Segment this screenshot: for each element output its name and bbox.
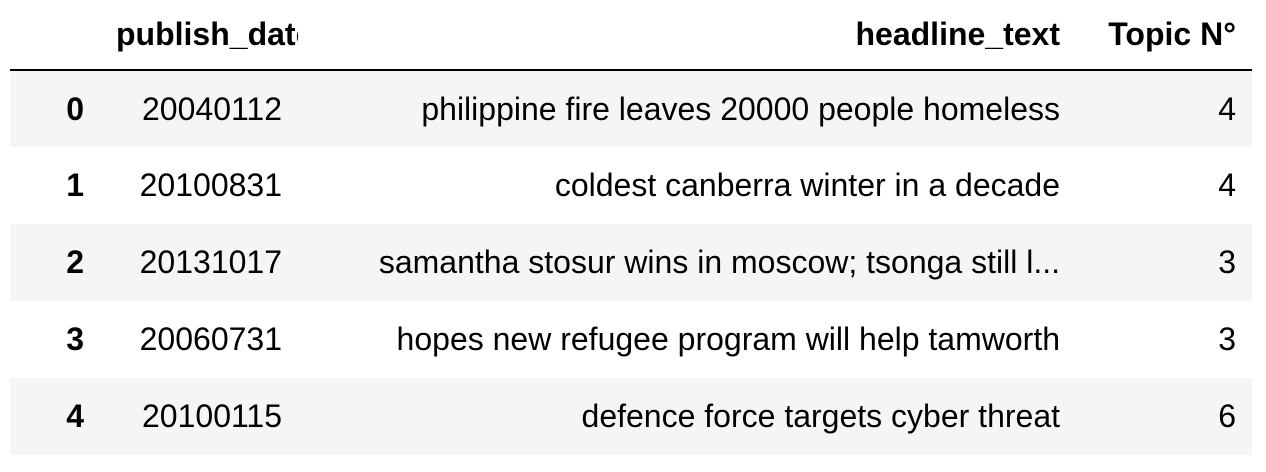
cell-publish-date: 20060731 bbox=[139, 321, 282, 357]
cell-publish-date: 20100115 bbox=[142, 398, 282, 434]
column-header-headline-text: headline_text bbox=[298, 0, 1076, 71]
cell-publish-date: 20100831 bbox=[139, 167, 282, 203]
row-index: 0 bbox=[66, 90, 84, 127]
table-body: 0 20040112 philippine fire leaves 20000 … bbox=[10, 70, 1252, 455]
table-row: 3 20060731 hopes new refugee program wil… bbox=[10, 301, 1252, 378]
table-row: 0 20040112 philippine fire leaves 20000 … bbox=[10, 70, 1252, 147]
dataframe-output: publish_date headline_text Topic N° 0 20… bbox=[10, 0, 1252, 455]
cell-topic: 3 bbox=[1218, 321, 1236, 357]
row-index: 2 bbox=[66, 244, 84, 280]
dataframe-table: publish_date headline_text Topic N° 0 20… bbox=[10, 0, 1252, 455]
row-index: 3 bbox=[66, 321, 84, 357]
header-row: publish_date headline_text Topic N° bbox=[10, 0, 1252, 71]
cell-headline-text: coldest canberra winter in a decade bbox=[554, 167, 1060, 203]
cell-headline-text: philippine fire leaves 20000 people home… bbox=[421, 90, 1060, 127]
table-header: publish_date headline_text Topic N° bbox=[10, 0, 1252, 71]
index-header bbox=[10, 0, 100, 71]
cell-topic: 6 bbox=[1218, 398, 1236, 434]
column-header-publish-date: publish_date bbox=[100, 0, 298, 71]
row-index: 1 bbox=[66, 167, 84, 203]
cell-headline-text: samantha stosur wins in moscow; tsonga s… bbox=[378, 244, 1060, 280]
cell-topic: 4 bbox=[1218, 167, 1236, 203]
table-row: 2 20131017 samantha stosur wins in mosco… bbox=[10, 224, 1252, 301]
cell-headline-text: defence force targets cyber threat bbox=[581, 398, 1060, 434]
cell-headline-text: hopes new refugee program will help tamw… bbox=[396, 321, 1060, 357]
cell-publish-date: 20131017 bbox=[139, 244, 282, 280]
row-index: 4 bbox=[66, 398, 84, 434]
column-header-topic: Topic N° bbox=[1076, 0, 1252, 71]
cell-publish-date: 20040112 bbox=[142, 90, 282, 127]
table-row: 1 20100831 coldest canberra winter in a … bbox=[10, 147, 1252, 224]
table-row: 4 20100115 defence force targets cyber t… bbox=[10, 378, 1252, 455]
cell-topic: 4 bbox=[1218, 90, 1236, 127]
cell-topic: 3 bbox=[1218, 244, 1236, 280]
